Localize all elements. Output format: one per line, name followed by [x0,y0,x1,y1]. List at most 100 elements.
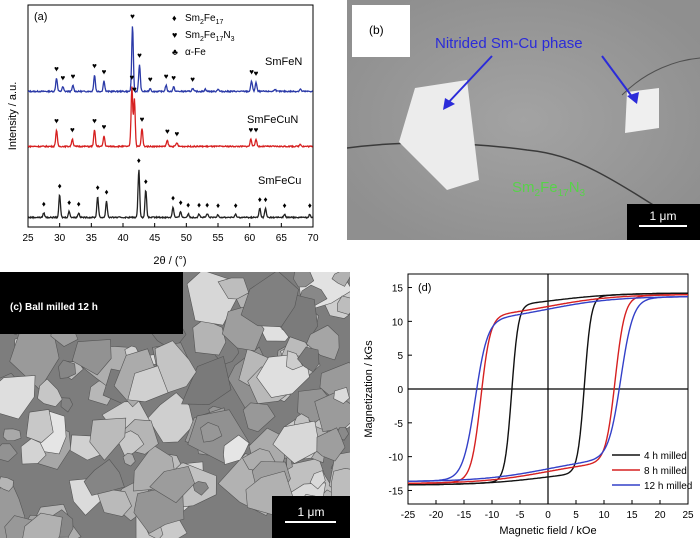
xrd-peak-marker: ♥ [190,75,195,84]
xrd-peak-marker: ♥ [164,72,169,81]
powder-particle [0,375,36,420]
powder-particle [83,458,125,496]
powder-particle [192,319,227,356]
xrd-x-tick-label: 55 [212,233,224,244]
legend-text-8h: 8 h milled [644,466,687,477]
powder-particle [25,409,54,443]
scale-bar-box [627,204,700,240]
xrd-peak-marker: ♥ [249,68,254,77]
hysteresis-ascending-8-h-milled [408,294,688,485]
series-label-smfecu: SmFeCu [258,175,301,187]
legend-entry-sm2fe17: Sm2Fe17 [185,13,223,26]
xrd-peak-marker: ♦ [308,201,312,210]
xrd-peak-marker: ♦ [58,182,62,191]
hysteresis-ascending-4-h-milled [408,292,688,486]
xrd-peak-marker: ♦ [205,200,209,209]
xrd-peak-marker: ♦ [96,183,100,192]
sm-cu-phase-left [399,80,479,190]
hysteresis-x-tick-label: -20 [429,510,444,521]
powder-particle [309,470,326,490]
xrd-peak-marker: ♥ [54,117,59,126]
powder-particle [20,438,47,465]
xrd-peak-marker: ♦ [258,195,262,204]
xrd-peak-marker: ♥ [92,62,97,71]
hysteresis-y-tick-label: 10 [392,317,404,328]
powder-particle [127,365,169,403]
xrd-x-tick-label: 40 [117,233,129,244]
xrd-peak-marker: ♥ [148,75,153,84]
sem-micrograph: (b) Nitrided Sm-Cu phase Sm2Fe17N3 1 μm [347,0,700,240]
annotation-nitrided-sm-cu: Nitrided Sm-Cu phase [435,35,583,52]
hysteresis-legend: 4 h milled 8 h milled 12 h milled [612,451,692,492]
xrd-x-tick-label: 25 [22,233,34,244]
xrd-x-tick-label: 50 [181,233,193,244]
xrd-peak-marker: ♥ [165,127,170,136]
sem-panel-label: (b) [369,23,384,37]
xrd-peak-marker: ♥ [171,74,176,83]
legend-symbol-diamond: ♦ [172,13,177,23]
hysteresis-y-tick-label: 0 [397,385,403,396]
xrd-peak-marker: ♥ [254,69,259,78]
xrd-series-smfecun [27,86,313,149]
xrd-panel: (a) Intensity / a.u. 2θ / (°) 25 30 35 40 45… [0,0,335,270]
hysteresis-descending-12-h-milled [408,296,688,483]
hysteresis-x-tick-label: -15 [457,510,472,521]
powder-particle [122,452,136,467]
label-box-c [0,272,183,334]
xrd-peak-marker: ♦ [216,201,220,210]
arrow-left-head [443,98,455,110]
xrd-x-tick-label: 60 [244,233,256,244]
powder-particle [37,378,63,408]
powder-particle [297,346,320,373]
hysteresis-y-tick-label: -10 [389,453,404,464]
xrd-peak-marker: ♥ [54,65,59,74]
powder-particle [306,324,340,361]
series-label-smfen: SmFeN [265,56,302,68]
grain-boundary-2 [621,57,700,96]
xrd-chart: (a) Intensity / a.u. 2θ / (°) 25 30 35 40 45… [7,4,319,267]
arrow-left [446,55,493,105]
powder-particle [293,272,315,288]
xrd-peak-marker: ♦ [42,200,46,209]
legend-entry-sm2fe17n3: Sm2Fe17N3 [185,30,235,43]
powder-particle [242,402,276,433]
hysteresis-y-tick-label: -5 [394,419,403,430]
powder-particle [240,272,299,328]
xrd-peak-marker: ♦ [144,177,148,186]
xrd-frame [27,4,314,228]
xrd-x-tick-label: 65 [276,233,288,244]
powder-micrograph-panel: (c) Ball milled 12 h 1 μm [0,272,350,538]
hysteresis-panel-label: (d) [418,282,431,294]
powder-particle [154,340,197,394]
xrd-peak-marker: ♥ [60,74,65,83]
arrow-right [601,55,634,99]
powder-particle [223,434,250,465]
powder-particle [330,467,350,503]
xrd-peak-marker: ♥ [132,85,137,94]
hysteresis-x-axis-label: Magnetic field / kOe [499,525,596,537]
hysteresis-x-tick-label: 0 [545,510,551,521]
legend-text-12h: 12 h milled [644,481,692,492]
xrd-peak-marker: ♦ [263,195,267,204]
xrd-x-tick-label: 35 [86,233,98,244]
hysteresis-ascending-12-h-milled [408,296,688,483]
xrd-peak-marker: ♦ [179,198,183,207]
xrd-series-smfecu [27,169,314,220]
powder-particle [331,272,350,287]
sem-micrograph-panel: (b) Nitrided Sm-Cu phase Sm2Fe17N3 1 μm [347,0,700,240]
xrd-series-smfen [27,26,314,94]
legend-symbol-heart: ♥ [172,30,177,40]
legend-text-4h: 4 h milled [644,451,687,462]
xrd-peak-marker: ♦ [282,201,286,210]
legend-symbol-club: ♣ [172,47,178,57]
legend-entry-alpha-fe: α-Fe [185,47,206,58]
powder-particle [71,339,112,376]
powder-particle [333,387,350,404]
powder-particle [0,476,14,492]
xrd-x-tick-label: 70 [307,233,319,244]
powder-particle [200,422,223,443]
hysteresis-y-tick-label: 5 [397,351,403,362]
powder-particle [337,295,350,315]
xrd-peak-marker: ♦ [137,156,141,165]
hysteresis-y-tick-label: -15 [389,486,404,497]
